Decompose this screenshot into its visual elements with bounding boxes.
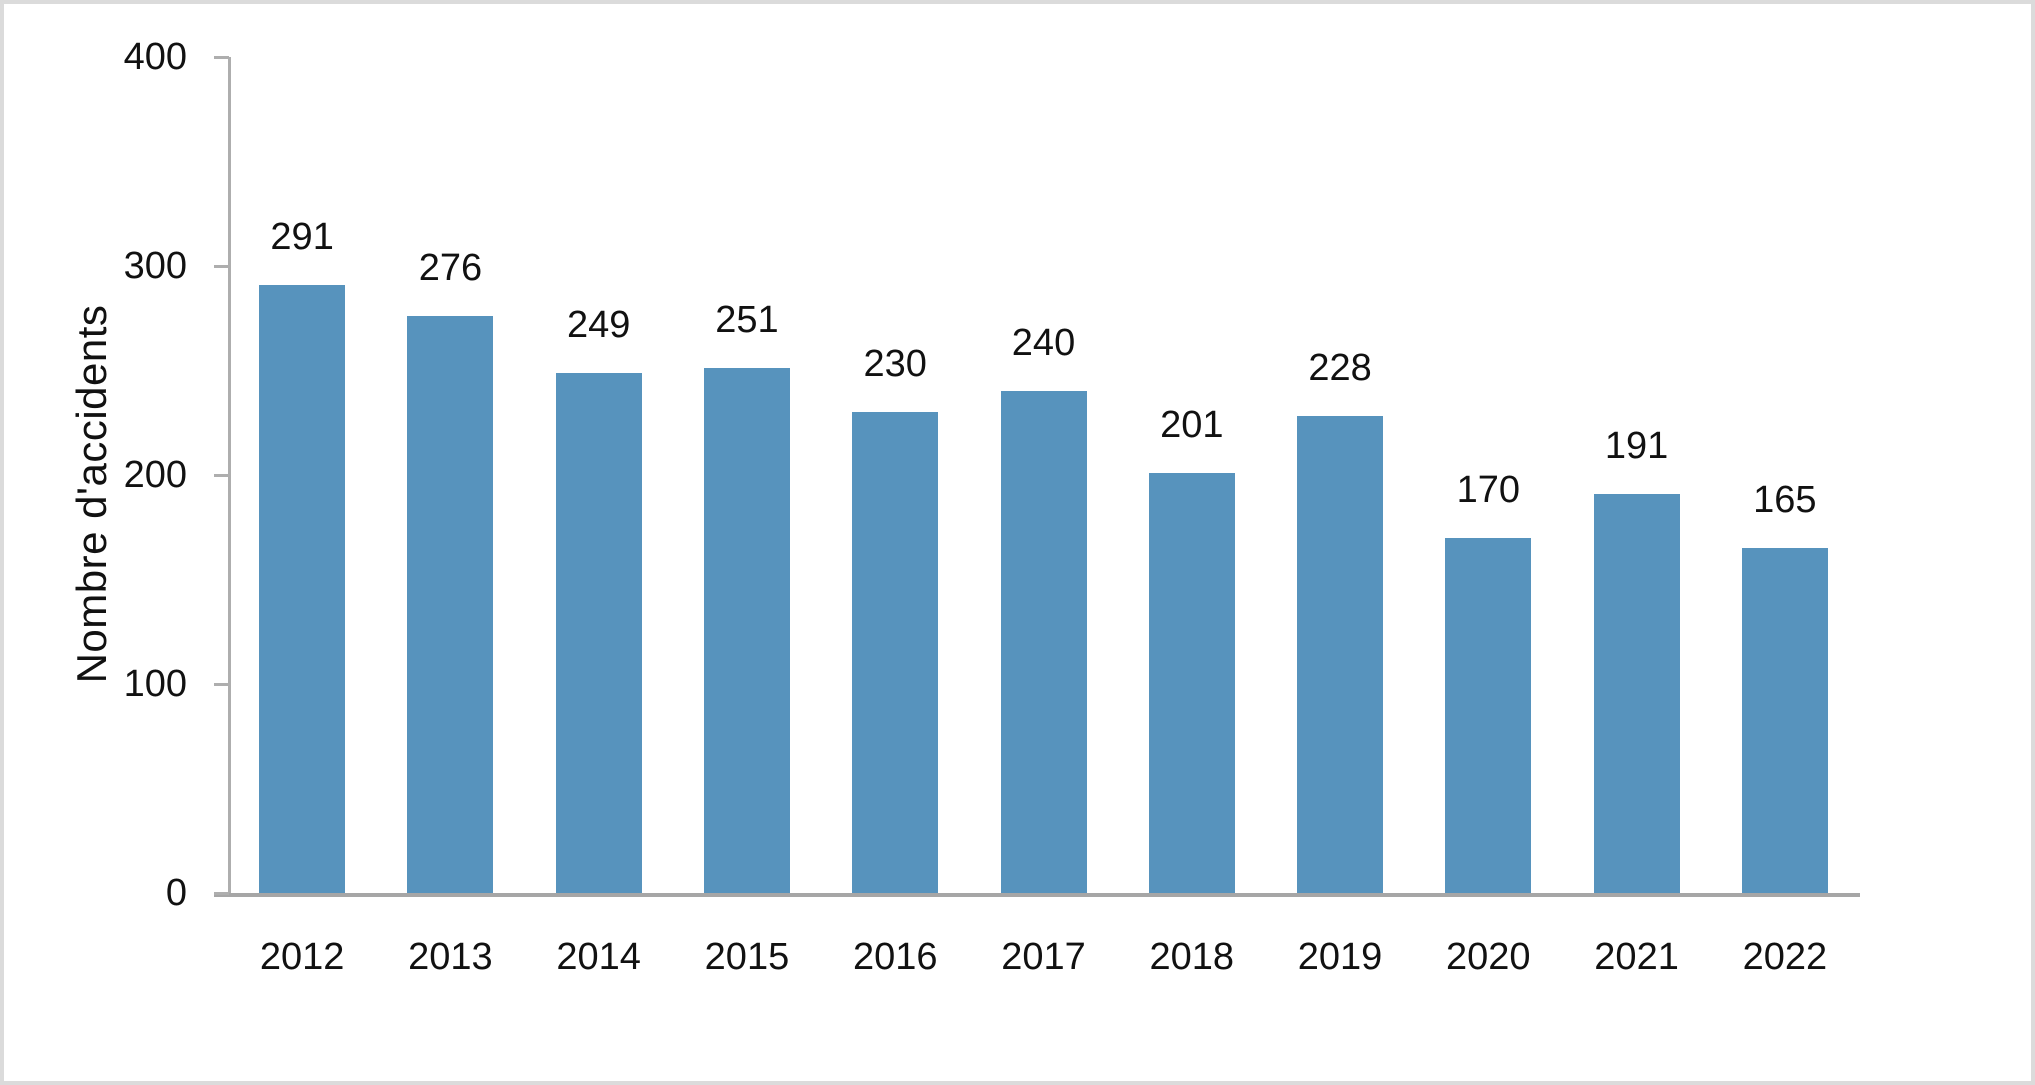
bar-value-label: 201 — [1160, 404, 1224, 446]
y-tick — [214, 683, 229, 686]
x-tick-label: 2019 — [1297, 936, 1383, 978]
bar — [1593, 494, 1680, 893]
y-axis-line — [228, 57, 231, 895]
bar-value-label: 191 — [1604, 425, 1669, 467]
bar — [1445, 538, 1532, 893]
y-tick — [214, 474, 229, 477]
bar-value-label: 291 — [270, 216, 334, 258]
bar — [1000, 391, 1087, 893]
bar-value-label: 165 — [1753, 479, 1817, 521]
bar-chart: Nombre d'accidents 0 100 200 300 400 291 2012 2… — [4, 4, 2031, 1081]
x-tick-label: 2020 — [1446, 936, 1531, 978]
x-tick-label: 2015 — [704, 936, 790, 978]
y-tick-label: 100 — [123, 663, 187, 705]
y-tick-label: 200 — [123, 454, 187, 496]
x-tick-label: 2017 — [1001, 936, 1086, 978]
x-tick-label: 2012 — [259, 936, 345, 978]
bar-value-label: 276 — [418, 247, 483, 289]
bar-value-label: 251 — [715, 299, 779, 341]
bar-value-label: 170 — [1456, 469, 1521, 511]
bar — [1148, 473, 1235, 893]
y-tick — [214, 892, 229, 895]
bar — [1297, 416, 1384, 893]
bar-value-label: 249 — [566, 304, 631, 346]
y-tick — [214, 56, 229, 59]
bar — [852, 412, 939, 893]
bar — [555, 373, 642, 893]
y-tick — [214, 265, 229, 268]
x-tick-label: 2021 — [1594, 936, 1679, 978]
bar — [407, 316, 494, 893]
y-tick-label: 300 — [123, 245, 187, 287]
bar — [1741, 548, 1828, 893]
bar-value-label: 228 — [1308, 347, 1372, 389]
y-tick-label: 0 — [165, 872, 187, 914]
bar-value-label: 230 — [863, 343, 927, 385]
x-tick-label: 2016 — [852, 936, 938, 978]
bar-value-label: 240 — [1011, 322, 1076, 364]
bar — [703, 368, 790, 893]
bar — [259, 285, 346, 893]
x-tick-label: 2018 — [1149, 936, 1235, 978]
x-tick-label: 2013 — [408, 936, 493, 978]
x-axis-line — [214, 893, 1860, 897]
x-tick-label: 2014 — [556, 936, 641, 978]
y-tick-label: 400 — [123, 36, 187, 78]
x-tick-label: 2022 — [1742, 936, 1828, 978]
